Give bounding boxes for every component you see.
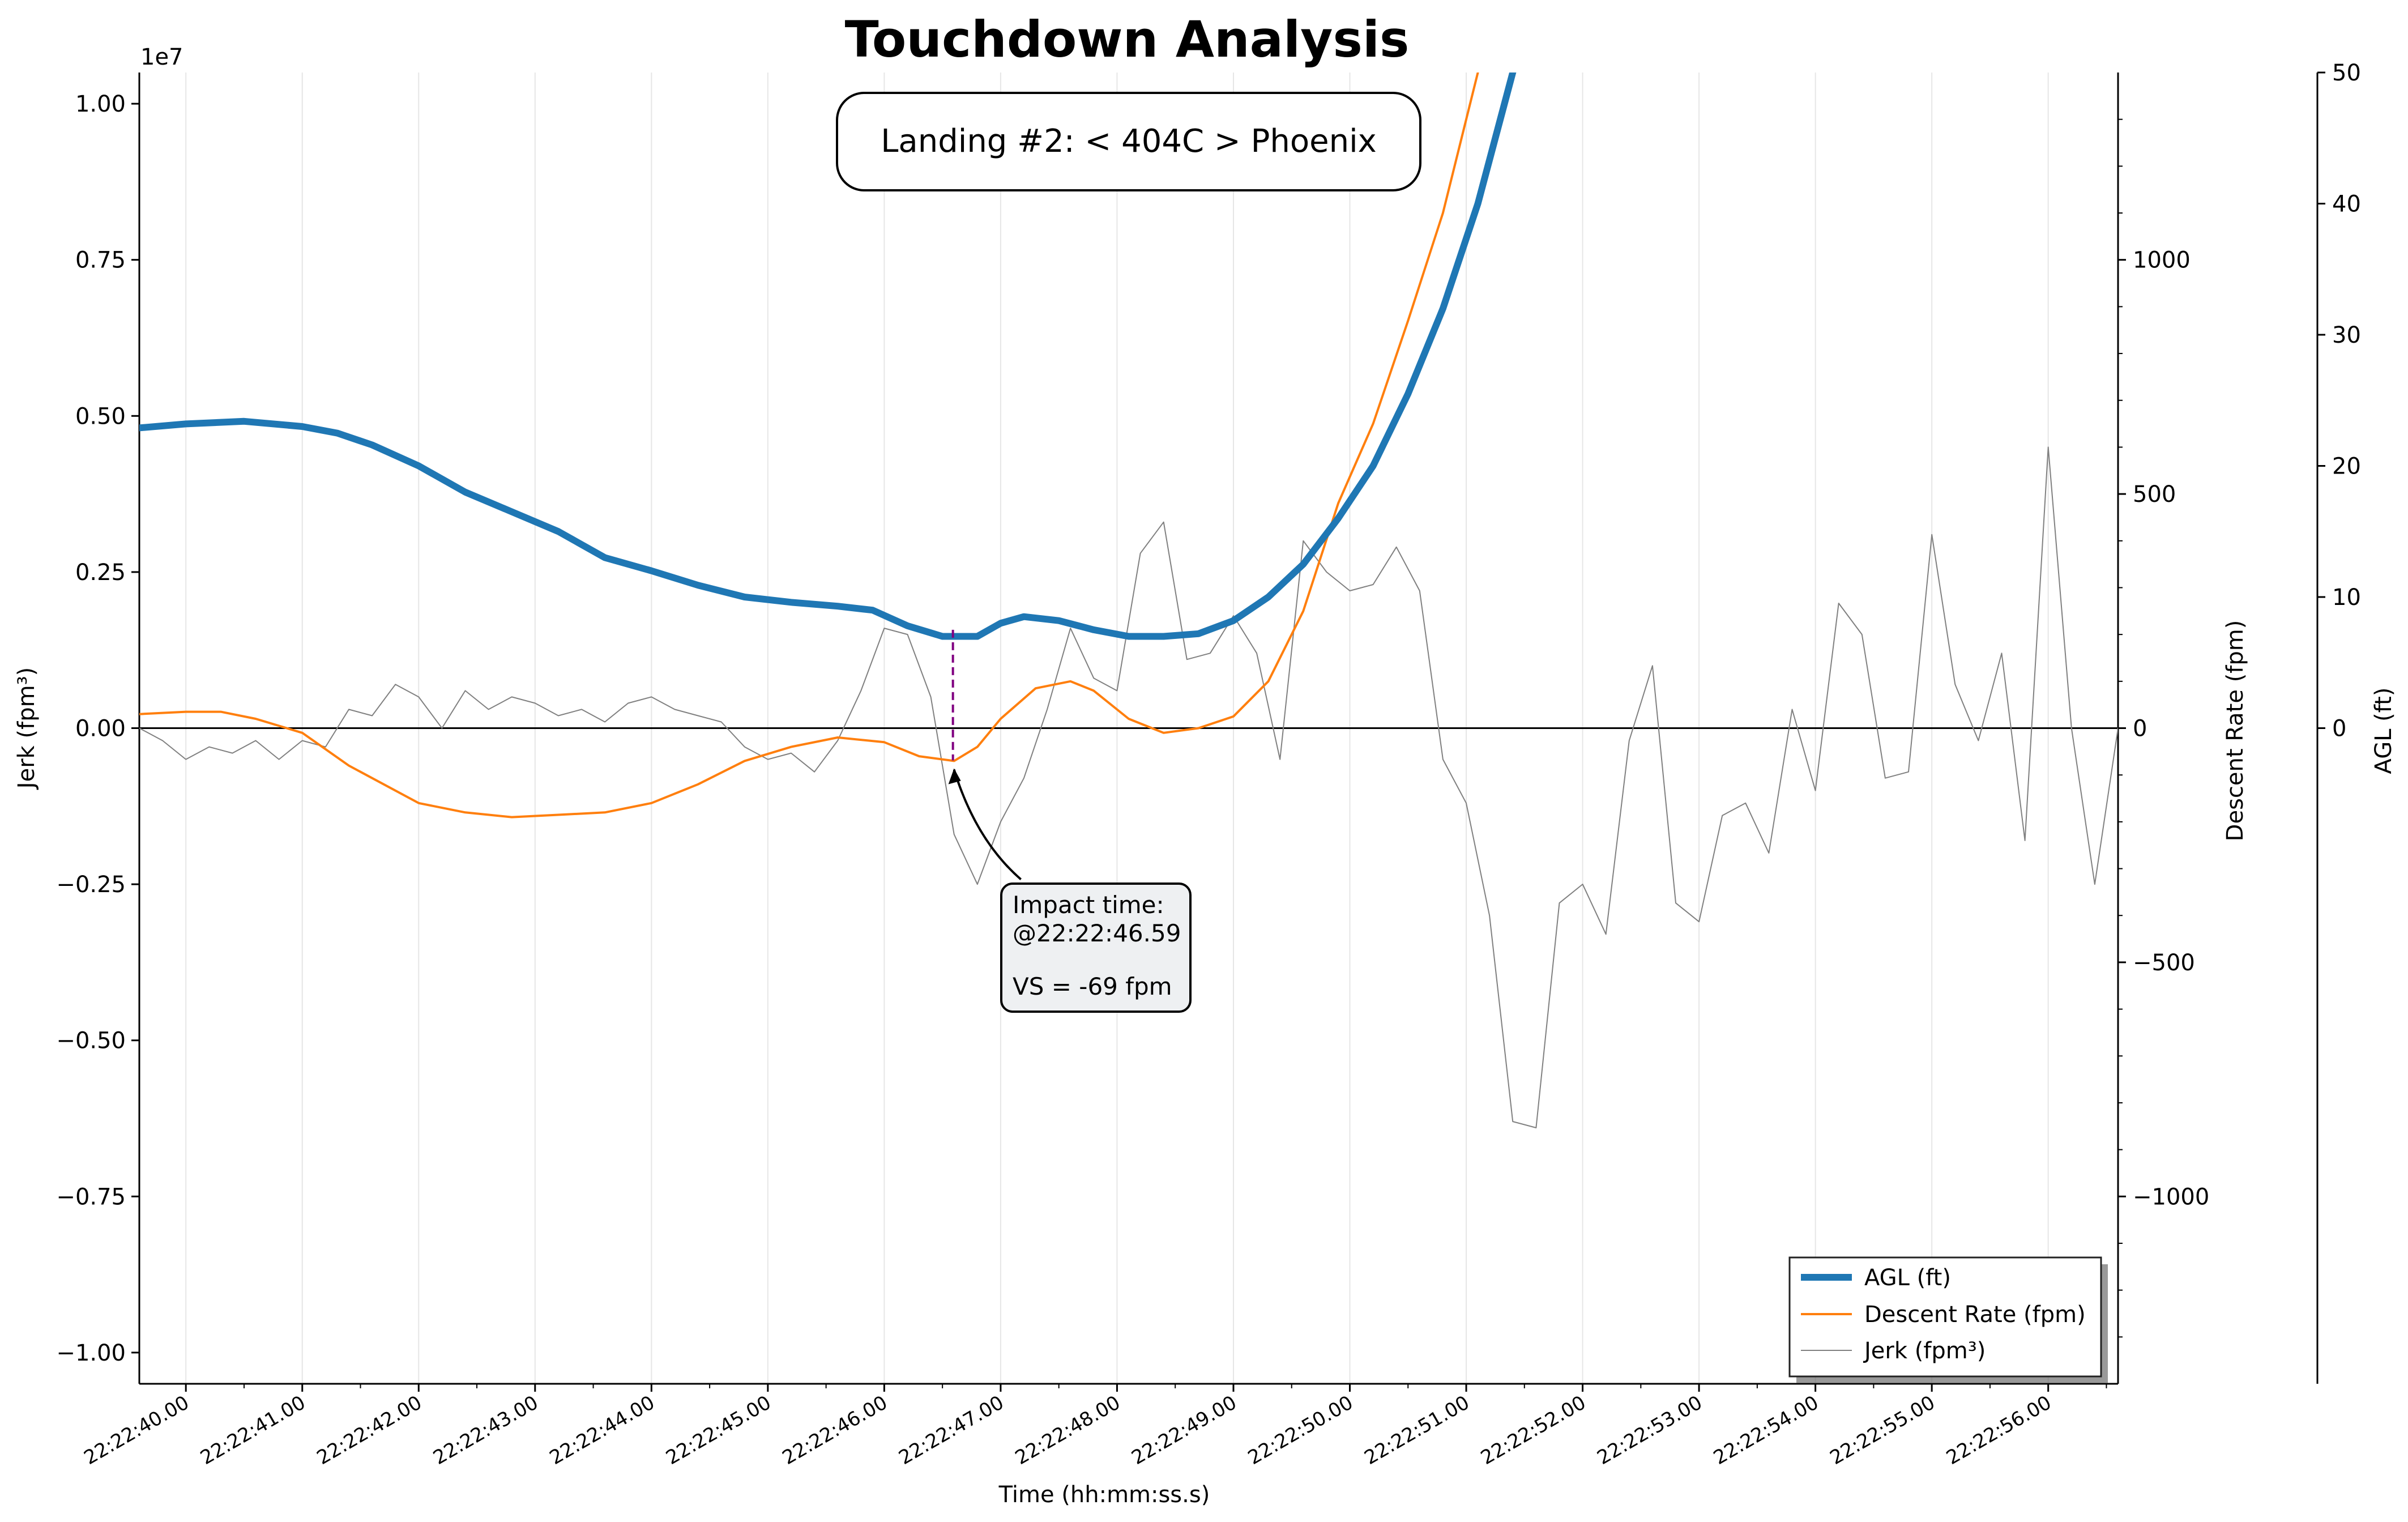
x-tick-label: 22:22:52.00: [1477, 1391, 1590, 1469]
x-tick-label: 22:22:56.00: [1942, 1391, 2055, 1469]
descent-rate-line: [139, 73, 1479, 818]
x-tick-label: 22:22:54.00: [1710, 1391, 1822, 1469]
agl-axis: 0 10 20 30 40 50: [2317, 60, 2361, 742]
descent-tick-label: 0: [2133, 716, 2147, 742]
jerk-tick-label: −1.00: [56, 1340, 126, 1366]
agl-axis-label: AGL (ft): [2371, 688, 2397, 774]
x-tick-label: 22:22:55.00: [1826, 1391, 1939, 1469]
jerk-tick-label: 0.25: [75, 560, 126, 586]
x-tick-label: 22:22:44.00: [546, 1391, 659, 1469]
agl-tick-label: 0: [2332, 716, 2346, 742]
x-tick-label: 22:22:40.00: [80, 1391, 193, 1469]
descent-tick-label: −1000: [2133, 1184, 2209, 1210]
descent-axis-label: Descent Rate (fpm): [2222, 620, 2248, 842]
landing-box: Landing #2: < 404C > Phoenix: [836, 92, 1421, 191]
x-tick-label: 22:22:46.00: [779, 1391, 891, 1469]
agl-line: [139, 73, 1517, 640]
descent-axis: −1000 −500 0 500 1000: [2118, 118, 2209, 1338]
x-tick-label: 22:22:45.00: [662, 1391, 775, 1469]
x-tick-label: 22:22:50.00: [1244, 1391, 1357, 1469]
descent-tick-label: −500: [2133, 950, 2195, 976]
jerk-axis-label: Jerk (fpm³): [14, 667, 40, 790]
jerk-axis: −1.00 −0.75 −0.50 −0.25 0.00 0.25 0.50 0.75 1.00: [56, 91, 139, 1366]
legend: AGL (ft) Descent Rate (fpm) Jerk (fpm³): [1788, 1256, 2108, 1383]
annotation-arrow: [953, 769, 1022, 881]
x-tick-label: 22:22:49.00: [1128, 1391, 1240, 1469]
x-tick-label: 22:22:47.00: [895, 1391, 1007, 1469]
x-tick-label: 22:22:42.00: [313, 1391, 426, 1469]
agl-tick-label: 20: [2332, 454, 2361, 480]
annotation-line-2: @22:22:46.59: [1013, 919, 1181, 947]
chart-title: Touchdown Analysis: [845, 10, 1410, 69]
descent-tick-label: 1000: [2133, 248, 2191, 274]
jerk-line: [139, 446, 2118, 1128]
impact-annotation: Impact time: @22:22:46.59 VS = -69 fpm: [948, 629, 1192, 1013]
jerk-tick-label: 0.50: [75, 403, 126, 429]
x-tick-label: 22:22:43.00: [429, 1391, 542, 1469]
x-tick-label: 22:22:53.00: [1594, 1391, 1706, 1469]
jerk-tick-label: 1.00: [75, 91, 126, 117]
series-lines: [139, 73, 2118, 1128]
legend-label-agl: AGL (ft): [1864, 1265, 1951, 1291]
annotation-line-3: VS = -69 fpm: [1013, 973, 1172, 1000]
legend-label-jerk: Jerk (fpm³): [1863, 1338, 1986, 1364]
agl-tick-label: 30: [2332, 322, 2361, 348]
plot-frame: [138, 73, 2319, 1385]
agl-tick-label: 50: [2332, 60, 2361, 86]
jerk-tick-label: −0.25: [56, 872, 126, 898]
jerk-tick-label: 0.00: [75, 716, 126, 742]
x-tick-label: 22:22:41.00: [197, 1391, 309, 1469]
x-tick-label: 22:22:51.00: [1360, 1391, 1473, 1469]
x-tick-label: 22:22:48.00: [1011, 1391, 1124, 1469]
legend-label-descent: Descent Rate (fpm): [1864, 1302, 2086, 1328]
jerk-tick-label: 0.75: [75, 248, 126, 274]
agl-tick-label: 40: [2332, 191, 2361, 218]
jerk-tick-label: −0.50: [56, 1028, 126, 1054]
x-axis: 22:22:40.00 22:22:41.00 22:22:42.00 22:22:4…: [80, 1384, 2107, 1469]
annotation-line-1: Impact time:: [1013, 891, 1164, 919]
jerk-tick-label: −0.75: [56, 1184, 126, 1210]
jerk-axis-multiplier: 1e7: [140, 44, 183, 70]
x-axis-label: Time (hh:mm:ss.s): [998, 1482, 1210, 1508]
agl-tick-label: 10: [2332, 585, 2361, 611]
landing-box-text: Landing #2: < 404C > Phoenix: [881, 123, 1377, 160]
descent-tick-label: 500: [2133, 481, 2176, 508]
annotation-arrowhead: [948, 768, 961, 785]
